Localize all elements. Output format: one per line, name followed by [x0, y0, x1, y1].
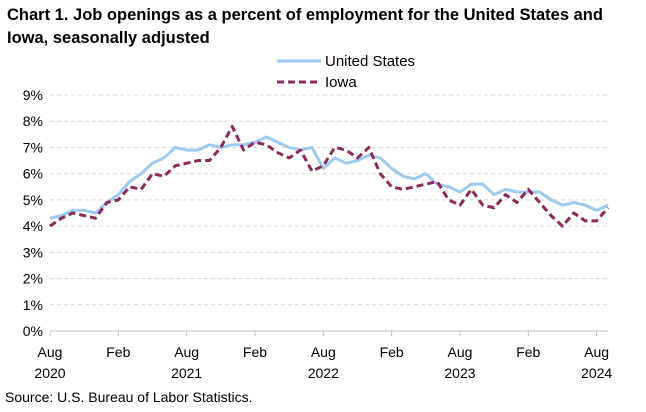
y-tick-label: 6% [23, 166, 43, 182]
legend-label-united-states: United States [325, 53, 415, 70]
x-tick-label: Feb [516, 344, 540, 360]
legend: United States Iowa [277, 53, 415, 91]
x-tick-year: 2023 [444, 365, 475, 381]
x-tick-label: Aug [447, 344, 472, 360]
chart-title: Chart 1. Job openings as a percent of em… [7, 6, 603, 47]
y-tick-label: 8% [23, 113, 43, 129]
series-line-iowa [49, 124, 610, 228]
y-tick-label: 9% [23, 87, 43, 103]
x-tick-label: Feb [106, 344, 130, 360]
source-note: Source: U.S. Bureau of Labor Statistics. [5, 389, 253, 405]
y-axis: 0% 1% 2% 3% 4% 5% 6% 7% 8% 9% [23, 87, 43, 339]
y-tick-label: 3% [23, 244, 43, 260]
gridlines [50, 94, 608, 306]
y-tick-label: 2% [23, 271, 43, 287]
x-tick-year: 2021 [171, 365, 202, 381]
x-tick-label: Aug [584, 344, 609, 360]
x-tick-label: Aug [311, 344, 336, 360]
series-line-united-states [49, 135, 609, 220]
series-group [49, 124, 610, 228]
x-tick-label: Feb [243, 344, 267, 360]
y-tick-label: 4% [23, 218, 43, 234]
legend-label-iowa: Iowa [325, 74, 357, 91]
x-tick-label: Aug [174, 344, 199, 360]
y-tick-label: 1% [23, 297, 43, 313]
x-tick-label: Aug [38, 344, 63, 360]
y-tick-label: 0% [23, 323, 43, 339]
x-tick-year: 2024 [581, 365, 612, 381]
x-axis: Aug 2020 Feb Aug 2021 Feb Aug 2022 Feb Aug 2023 Feb… [34, 330, 612, 381]
y-tick-label: 7% [23, 139, 43, 155]
x-tick-label: Feb [380, 344, 404, 360]
x-tick-year: 2020 [34, 365, 65, 381]
y-tick-label: 5% [23, 192, 43, 208]
x-tick-year: 2022 [308, 365, 339, 381]
